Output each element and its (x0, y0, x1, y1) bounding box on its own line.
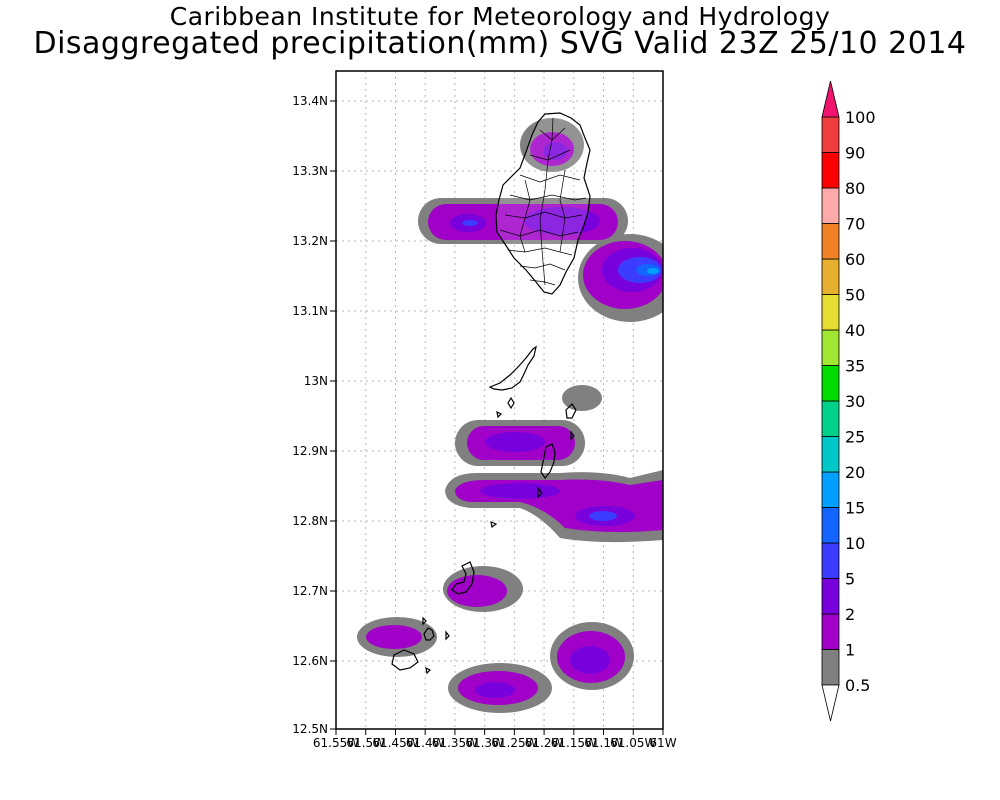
y-tick-label: 12.8N (292, 514, 328, 528)
colorbar-label: 80 (845, 179, 865, 198)
coastline-mustique (565, 403, 577, 419)
x-tick-label: 61.45W (372, 736, 418, 750)
y-tick-label: 12.6N (292, 654, 328, 668)
x-tick-label: 61.4W (406, 736, 445, 750)
x-tick-label: 61.5W (346, 736, 385, 750)
colorbar-label: 25 (845, 428, 865, 447)
colorbar-swatch (821, 613, 840, 650)
colorbar-label: 35 (845, 357, 865, 376)
x-tick-label: 61.1W (584, 736, 623, 750)
colorbar-label: 30 (845, 392, 865, 411)
x-tick-label: 61.05W (610, 736, 656, 750)
colorbar-label: 2 (845, 605, 855, 624)
colorbar-label: 0.5 (845, 676, 870, 695)
x-tick-label: 61.3W (465, 736, 504, 750)
x-tick-label: 61W (649, 736, 676, 750)
colorbar-swatch (821, 542, 840, 579)
st-vincent-rivers (499, 117, 587, 286)
precipitation-field (357, 118, 663, 713)
colorbar-label: 1 (845, 641, 855, 660)
colorbar-label: 70 (845, 215, 865, 234)
colorbar-label: 5 (845, 570, 855, 589)
colorbar-label: 60 (845, 250, 865, 269)
colorbar-swatch (821, 187, 840, 224)
x-tick-label: 61.35W (432, 736, 478, 750)
colorbar-swatch (821, 649, 840, 686)
y-tick-label: 13.3N (292, 164, 328, 178)
colorbar-swatch (821, 294, 840, 331)
colorbar-swatch (821, 507, 840, 544)
coastline-bequia (488, 345, 537, 391)
precip-level-15 (647, 268, 659, 274)
colorbar-label: 10 (845, 534, 865, 553)
colorbar-label: 40 (845, 321, 865, 340)
colorbar-swatch (821, 436, 840, 473)
colorbar-label: 90 (845, 144, 865, 163)
colorbar-swatch (821, 152, 840, 189)
colorbar-label: 50 (845, 286, 865, 305)
colorbar-swatch (821, 258, 840, 295)
y-tick-label: 13.2N (292, 234, 328, 248)
y-tick-label: 13N (304, 374, 328, 388)
y-tick-label: 13.1N (292, 304, 328, 318)
y-tick-label: 12.7N (292, 584, 328, 598)
colorbar-bottom-arrow (821, 684, 840, 722)
colorbar-swatch (821, 223, 840, 260)
colorbar-swatch (821, 329, 840, 366)
coastline-carriacou (423, 627, 435, 641)
x-tick-label: 61.2W (525, 736, 564, 750)
plot-frame (335, 70, 664, 730)
map-grid (336, 71, 663, 729)
colorbar-label: 100 (845, 108, 876, 127)
coastlines (391, 112, 591, 675)
colorbar-label: 15 (845, 499, 865, 518)
colorbar-swatch (821, 365, 840, 402)
x-tick-label: 61.55W (313, 736, 359, 750)
colorbar-swatch (821, 400, 840, 437)
x-axis: 61.55W61.5W61.45W61.4W61.35W61.3W61.25W6… (313, 729, 677, 750)
chart-subtitle: Disaggregated precipitation(mm) SVG Vali… (33, 26, 967, 61)
colorbar-label: 20 (845, 463, 865, 482)
chart-title: Caribbean Institute for Meteorology and … (169, 2, 831, 31)
colorbar-swatch (821, 578, 840, 615)
y-tick-label: 12.9N (292, 444, 328, 458)
x-tick-label: 61.25W (491, 736, 537, 750)
x-tick-label: 61.15W (551, 736, 597, 750)
y-tick-label: 12.5N (292, 722, 328, 736)
y-axis: 13.4N 13.3N 13.2N 13.1N 13N 12.9N 12.8N 12.7N 12… (292, 94, 336, 736)
coastline-union-island (451, 561, 475, 595)
y-tick-label: 13.4N (292, 94, 328, 108)
colorbar-swatch (821, 471, 840, 508)
colorbar-swatch (821, 116, 840, 153)
colorbar-top-arrow (821, 80, 840, 118)
